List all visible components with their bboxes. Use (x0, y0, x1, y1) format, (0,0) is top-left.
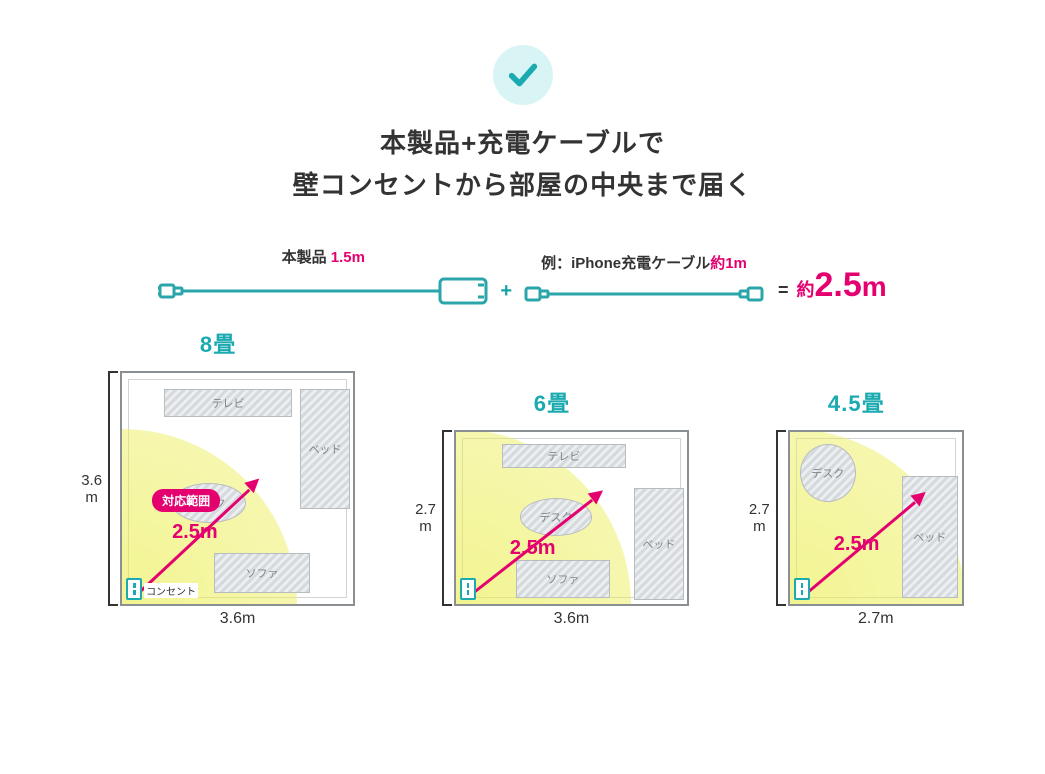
heading-line-2: 壁コンセントから部屋の中央まで届く (0, 165, 1045, 207)
reach-distance-label: 2.5m (510, 537, 556, 560)
cable-right-label: 例：iPhone充電ケーブル約1m (541, 252, 747, 273)
furniture-ソファ: ソファ (214, 553, 310, 593)
reach-distance-label: 2.5m (834, 533, 880, 556)
plan-title: 6畳 (534, 386, 570, 418)
furniture-デスク: デスク (800, 444, 856, 502)
plan-body: 2.7m テレビベッド デスクソファ2.5m (415, 430, 689, 606)
room-plan: 4.5畳 2.7m デスクベッド2.5m 2.7m (749, 386, 964, 628)
furniture-ソファ: ソファ (516, 560, 610, 598)
cable-left-label: 本製品 1.5m (282, 246, 365, 267)
dim-vertical: 2.7m (415, 501, 442, 535)
cable-right-icon (524, 283, 764, 305)
dim-horizontal: 3.6m (120, 610, 355, 628)
coverage-range-badge: 対応範囲 (152, 489, 220, 512)
furniture-テレビ: テレビ (502, 444, 626, 468)
cable-left-block: 本製品 1.5m (158, 246, 488, 305)
room-box: テレビベッドデスクソファ2.5m対応範囲コンセント (120, 371, 355, 606)
dim-bracket-icon (776, 430, 786, 606)
outlet-icon (460, 578, 476, 600)
plan-body: 2.7m デスクベッド2.5m (749, 430, 964, 606)
cable-left-icon (158, 277, 488, 305)
room-plans-row: 8畳3.6mテレビベッドデスクソファ2.5m対応範囲コンセント3.6m6畳2.7… (0, 327, 1045, 628)
check-icon (506, 58, 540, 92)
plan-title: 4.5畳 (828, 386, 885, 418)
dim-horizontal: 2.7m (788, 610, 964, 628)
furniture-ベッド: ベッド (300, 389, 350, 509)
reach-distance-label: 2.5m (172, 521, 218, 544)
dim-vertical: 2.7m (749, 501, 776, 535)
room-box: デスクベッド2.5m (788, 430, 964, 606)
outlet-icon (126, 578, 142, 600)
room-box: テレビベッド デスクソファ2.5m (454, 430, 689, 606)
outlet-icon (794, 578, 810, 600)
furniture-デスク: デスク (520, 498, 592, 536)
equals-symbol: = (772, 280, 789, 305)
dim-vertical: 3.6m (81, 472, 108, 506)
room-plan: 6畳 2.7m テレビベッド デスクソファ2.5m 3.6m (415, 386, 689, 628)
dim-horizontal: 3.6m (454, 610, 689, 628)
plus-symbol: + (496, 280, 516, 305)
plan-title: 8畳 (200, 327, 236, 359)
plan-body: 3.6mテレビベッドデスクソファ2.5m対応範囲コンセント (81, 371, 355, 606)
cable-right-block: 例：iPhone充電ケーブル約1m (524, 252, 764, 305)
cable-diagram-row: 本製品 1.5m + 例：iPhone充電ケーブル約1m = 約2.5m (93, 246, 953, 305)
furniture-テレビ: テレビ (164, 389, 292, 417)
dim-bracket-icon (108, 371, 118, 606)
page-heading: 本製品+充電ケーブルで 壁コンセントから部屋の中央まで届く (0, 123, 1045, 206)
heading-line-1: 本製品+充電ケーブルで (0, 123, 1045, 165)
outlet-label: コンセント (144, 583, 198, 598)
check-badge (493, 45, 553, 105)
room-plan: 8畳3.6mテレビベッドデスクソファ2.5m対応範囲コンセント3.6m (81, 327, 355, 628)
dim-bracket-icon (442, 430, 452, 606)
total-length: 約2.5m (797, 266, 887, 305)
furniture-ベッド: ベッド (634, 488, 684, 600)
